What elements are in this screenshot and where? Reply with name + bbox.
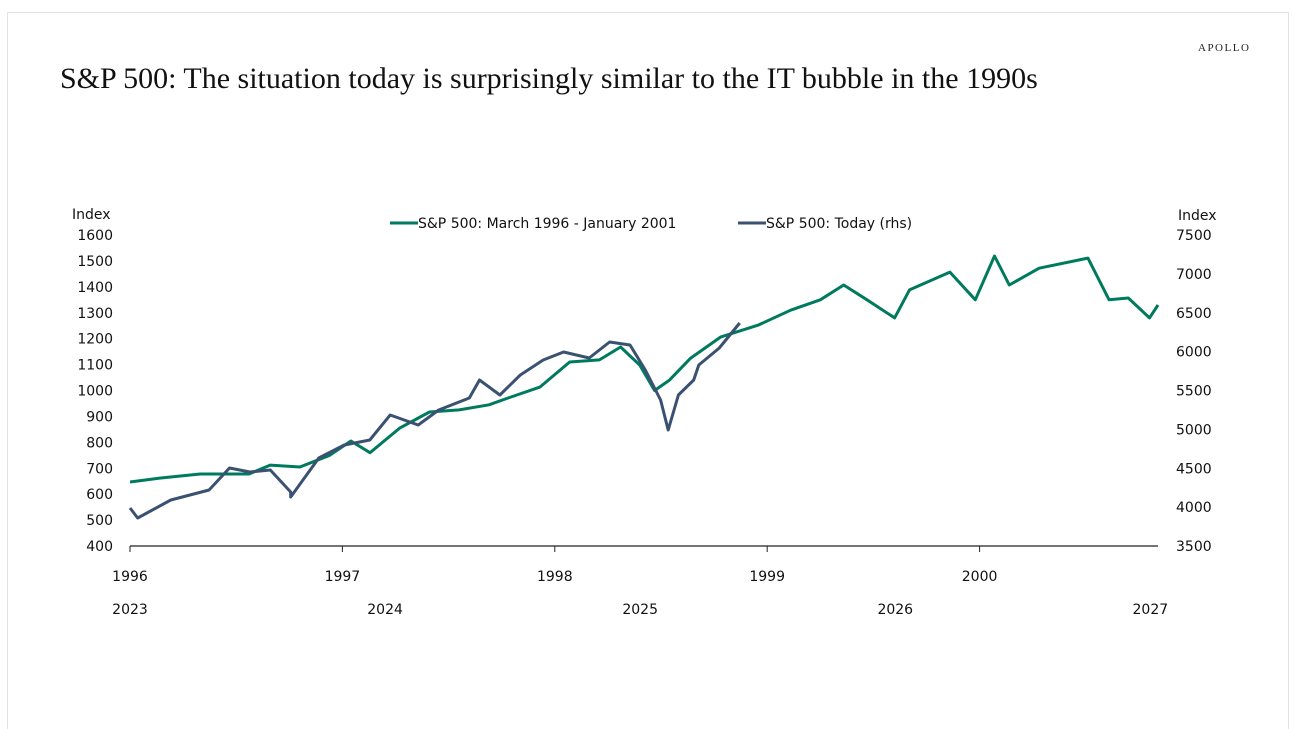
- left-tick-label: 700: [86, 461, 113, 477]
- x-tick-label-bottom: 2024: [367, 602, 403, 618]
- right-tick-label: 6000: [1176, 345, 1212, 361]
- right-tick-label: 7500: [1176, 228, 1212, 244]
- left-tick-label: 400: [86, 539, 113, 555]
- apollo-logo: APOLLO: [1198, 42, 1251, 54]
- legend-label-today: S&P 500: Today (rhs): [766, 216, 912, 232]
- left-tick-label: 1300: [77, 306, 113, 322]
- x-tick-label-top: 2000: [962, 569, 998, 585]
- left-tick-label: 500: [86, 513, 113, 529]
- left-tick-label: 1000: [77, 384, 113, 400]
- legend: S&P 500: March 1996 - January 2001 S&P 5…: [390, 216, 912, 232]
- x-tick-label-top: 1996: [112, 569, 148, 585]
- x-tick-label-bottom: 2023: [112, 602, 148, 618]
- left-tick-label: 1600: [77, 228, 113, 244]
- right-tick-label: 3500: [1176, 539, 1212, 555]
- right-tick-label: 5500: [1176, 384, 1212, 400]
- x-tick-label-bottom: 2026: [877, 602, 913, 618]
- left-tick-label: 900: [86, 409, 113, 425]
- series-line-today: [128, 322, 741, 520]
- x-tick-label-bottom: 2027: [1133, 602, 1169, 618]
- right-tick-label: 5000: [1176, 422, 1212, 438]
- right-tick-label: 6500: [1176, 306, 1212, 322]
- chart-title: S&P 500: The situation today is surprisi…: [60, 62, 1038, 95]
- x-tick-label-top: 1999: [749, 569, 785, 585]
- x-tick-label-bottom: 2025: [622, 602, 658, 618]
- legend-label-1996: S&P 500: March 1996 - January 2001: [418, 216, 676, 232]
- left-tick-label: 600: [86, 487, 113, 503]
- chart-card: [7, 12, 1289, 729]
- left-tick-label: 1200: [77, 332, 113, 348]
- left-tick-label: 800: [86, 435, 113, 451]
- right-tick-label: 7000: [1176, 267, 1212, 283]
- left-axis-label: Index: [72, 207, 111, 223]
- right-tick-label: 4500: [1176, 461, 1212, 477]
- x-tick-label-top: 1998: [537, 569, 573, 585]
- right-axis-label: Index: [1178, 208, 1217, 224]
- left-tick-label: 1100: [77, 358, 113, 374]
- x-tick-label-top: 1997: [325, 569, 361, 585]
- left-tick-label: 1500: [77, 254, 113, 270]
- right-tick-label: 4000: [1176, 500, 1212, 516]
- left-tick-label: 1400: [77, 280, 113, 296]
